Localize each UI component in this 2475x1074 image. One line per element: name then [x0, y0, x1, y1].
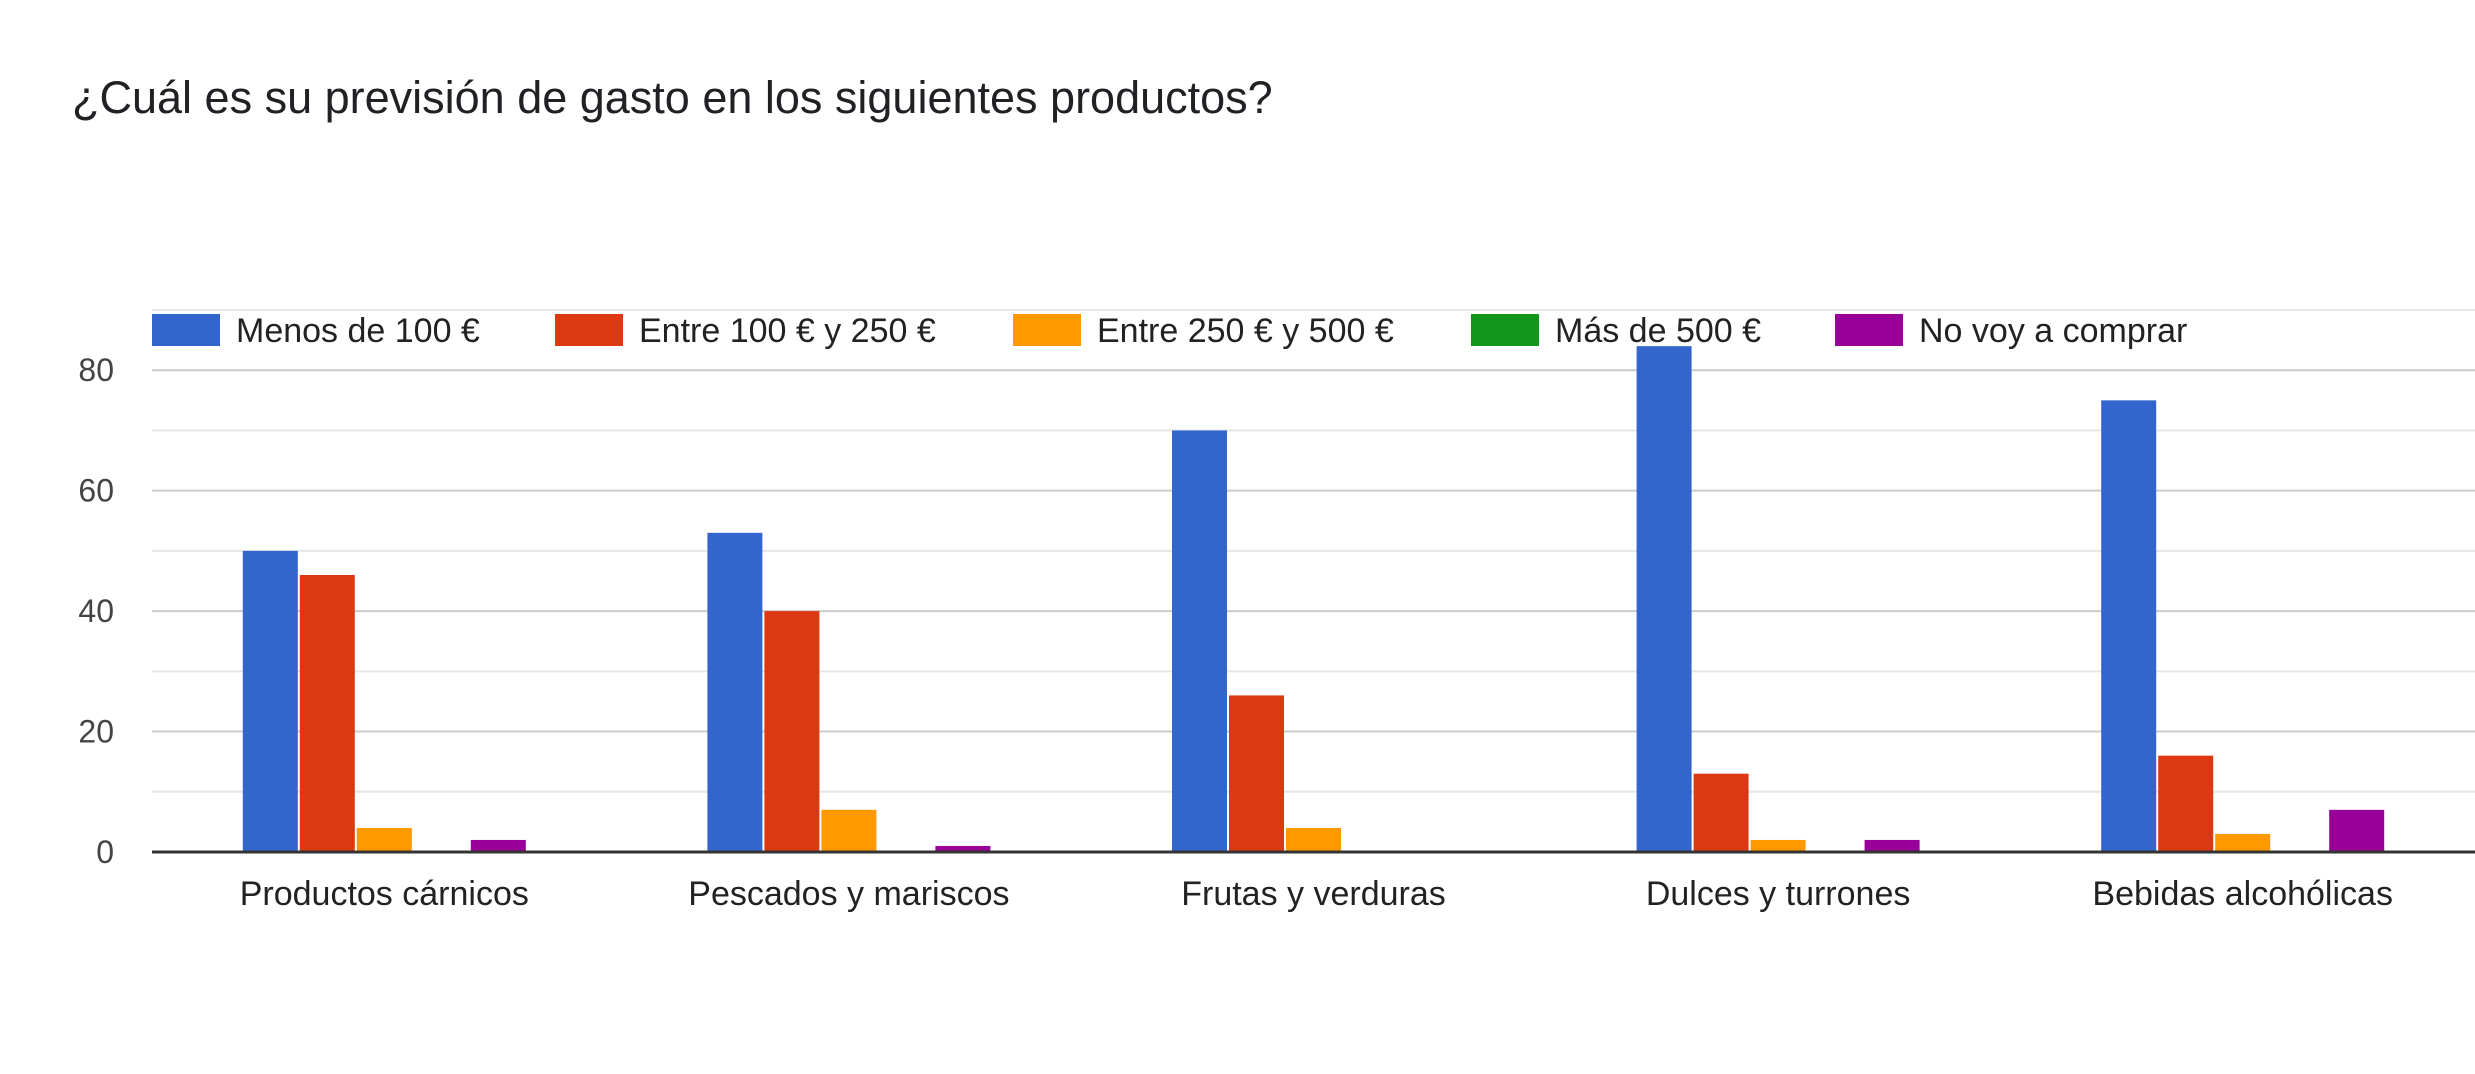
bars-layer: [242, 346, 2385, 852]
x-category-label: Frutas y verduras: [1181, 875, 1446, 913]
legend-swatch: [1471, 314, 1539, 346]
bar: [1229, 695, 1284, 852]
page-title: ¿Cuál es su previsión de gasto en los si…: [72, 72, 1273, 123]
y-tick-label: 80: [78, 352, 114, 388]
bar: [1172, 430, 1227, 852]
legend-label: Más de 500 €: [1555, 312, 1761, 350]
axis-layer: 0 20 40 60 80 Productos cárnicos Pescados y ma…: [78, 352, 2475, 913]
y-tick-label: 60: [78, 473, 114, 509]
bar: [1693, 773, 1749, 852]
legend-label: Menos de 100 €: [236, 312, 480, 350]
bar: [1286, 827, 1341, 852]
x-category-label: Pescados y mariscos: [688, 875, 1009, 913]
bar: [2101, 400, 2157, 852]
bar: [821, 809, 877, 852]
bar: [2215, 833, 2271, 852]
bar: [356, 827, 412, 852]
x-category-label: Dulces y turrones: [1646, 875, 1911, 913]
y-tick-label: 20: [78, 714, 114, 750]
legend-label: Entre 250 € y 500 €: [1097, 312, 1394, 350]
legend: Menos de 100 € Entre 100 € y 250 € Entre 2…: [152, 312, 2187, 350]
legend-swatch: [555, 314, 623, 346]
grid-layer: [152, 309, 2475, 793]
y-tick-label: 0: [96, 834, 114, 870]
x-category-label: Bebidas alcohólicas: [2092, 875, 2393, 913]
bar: [707, 532, 763, 852]
bar: [1636, 346, 1692, 852]
y-tick-label: 40: [78, 593, 114, 629]
bar: [935, 845, 991, 852]
bar: [1750, 839, 1806, 852]
legend-swatch: [152, 314, 220, 346]
bar: [470, 839, 526, 852]
legend-label: No voy a comprar: [1919, 312, 2187, 350]
bar: [764, 611, 820, 852]
bar: [2158, 755, 2214, 852]
bar: [299, 574, 355, 852]
legend-label: Entre 100 € y 250 €: [639, 312, 936, 350]
x-category-label: Productos cárnicos: [240, 875, 529, 913]
legend-swatch: [1013, 314, 1081, 346]
bar: [1864, 839, 1920, 852]
bar: [242, 550, 298, 852]
legend-swatch: [1835, 314, 1903, 346]
bar: [2329, 809, 2385, 852]
